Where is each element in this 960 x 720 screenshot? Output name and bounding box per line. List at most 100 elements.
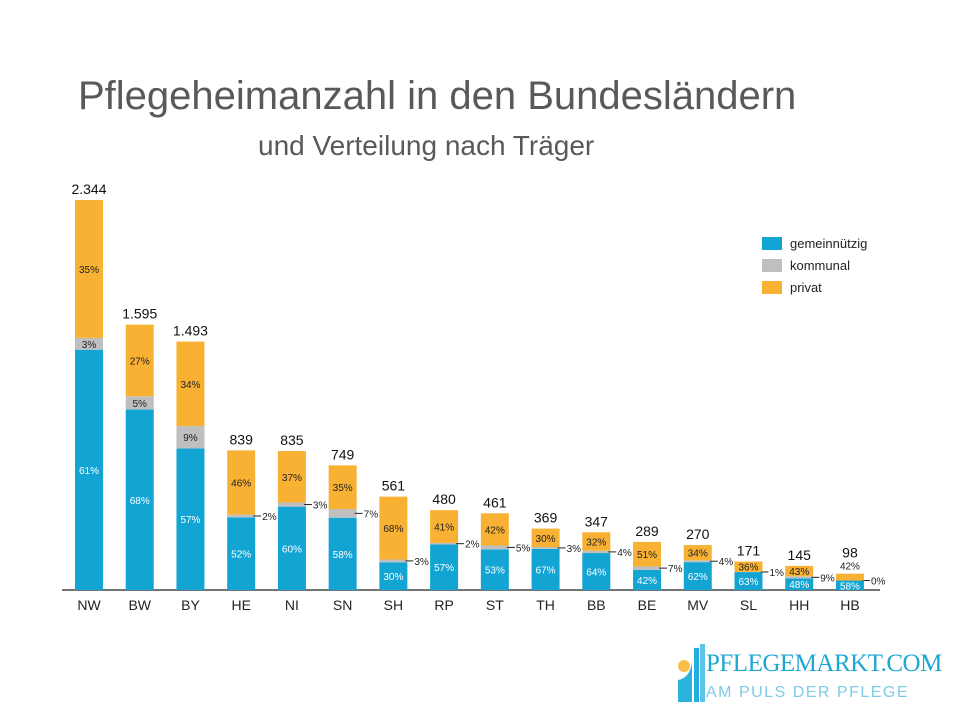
bar-segment-kommunal — [633, 566, 662, 570]
bar-segment-privat — [785, 565, 814, 577]
bar-segment-kommunal — [531, 547, 560, 549]
bar-segment-kommunal — [582, 550, 611, 554]
bar-segment-privat — [683, 545, 712, 561]
bar-segment-privat — [835, 573, 864, 581]
x-tick-label: MV — [687, 597, 709, 613]
data-label: 67% — [536, 565, 556, 576]
total-label: 270 — [686, 526, 710, 542]
bar-segment-privat — [328, 465, 357, 509]
data-label: 30% — [536, 534, 556, 545]
x-tick-label: BB — [587, 597, 606, 613]
bar-segment-kommunal — [480, 545, 509, 550]
x-tick-label: BW — [128, 597, 151, 613]
data-label: 62% — [688, 572, 708, 583]
data-label: 68% — [383, 524, 403, 535]
bar-segment-privat — [125, 324, 154, 397]
logo-name: PFLEGEMARKT.COM — [706, 650, 942, 677]
data-label: 3% — [82, 340, 97, 351]
total-label: 171 — [737, 543, 761, 559]
bar-segment-gemeinnuetzig — [785, 578, 814, 590]
data-label: 42% — [840, 562, 860, 573]
bar-segment-privat — [633, 541, 662, 567]
legend-item-kommunal: kommunal — [762, 254, 867, 276]
data-label: 57% — [180, 515, 200, 526]
data-label: 3% — [567, 544, 582, 555]
x-tick-label: ST — [486, 597, 504, 613]
data-label: 34% — [688, 549, 708, 560]
x-tick-label: SH — [384, 597, 403, 613]
bar-segment-privat — [430, 510, 459, 543]
bar-segment-gemeinnuetzig — [379, 562, 408, 590]
total-label: 2.344 — [71, 181, 106, 197]
data-label: 41% — [434, 523, 454, 534]
legend-label: gemeinnützig — [790, 235, 868, 251]
bar-segment-privat — [582, 532, 611, 551]
x-tick-label: BY — [181, 597, 200, 613]
x-tick-label: HB — [840, 597, 859, 613]
data-label: 36% — [738, 563, 758, 574]
bar-segment-gemeinnuetzig — [582, 553, 611, 590]
legend-label: privat — [790, 279, 822, 295]
x-tick-label: NI — [285, 597, 299, 613]
x-tick-label: SN — [333, 597, 352, 613]
bar-segment-kommunal — [328, 508, 357, 518]
data-label: 1% — [769, 568, 784, 579]
data-label: 60% — [282, 544, 302, 555]
data-label: 30% — [383, 572, 403, 583]
bar-segment-gemeinnuetzig — [633, 569, 662, 590]
data-label: 57% — [434, 563, 454, 574]
data-label: 53% — [485, 566, 505, 577]
bar-segment-gemeinnuetzig — [480, 549, 509, 590]
bar-segment-privat — [531, 528, 560, 548]
bar-segment-gemeinnuetzig — [835, 580, 864, 590]
total-label: 480 — [432, 491, 456, 507]
data-label: 7% — [364, 509, 379, 520]
bar-segment-kommunal — [176, 426, 205, 449]
data-label: 58% — [840, 581, 860, 592]
data-label: 63% — [738, 577, 758, 588]
bar-segment-privat — [227, 450, 256, 515]
data-label: 43% — [789, 567, 809, 578]
data-label: 51% — [637, 550, 657, 561]
data-label: 42% — [637, 576, 657, 587]
x-tick-label: HE — [231, 597, 250, 613]
bar-segment-privat — [379, 496, 408, 560]
total-label: 839 — [230, 431, 254, 447]
bar-segment-gemeinnuetzig — [328, 517, 357, 590]
x-tick-label: BE — [638, 597, 657, 613]
total-label: 145 — [788, 547, 812, 563]
x-tick-label: RP — [434, 597, 453, 613]
bar-segment-privat — [277, 451, 306, 503]
data-label: 35% — [79, 265, 99, 276]
data-label: 3% — [414, 557, 429, 568]
data-label: 27% — [130, 356, 150, 367]
data-label: 3% — [313, 501, 328, 512]
legend-label: kommunal — [790, 257, 850, 273]
total-label: 461 — [483, 494, 507, 510]
data-label: 48% — [789, 580, 809, 591]
logo-bars-icon — [678, 644, 705, 702]
legend-swatch — [762, 280, 782, 294]
data-label: 37% — [282, 473, 302, 484]
legend-swatch — [762, 258, 782, 272]
bar-segment-kommunal — [430, 542, 459, 545]
bar-segment-gemeinnuetzig — [277, 506, 306, 590]
chart-title: Pflegeheimanzahl in den Bundesländern — [78, 74, 797, 118]
legend: gemeinnützig kommunal privat — [762, 232, 867, 298]
x-tick-label: NW — [77, 597, 101, 613]
x-tick-label: HH — [789, 597, 809, 613]
bar-segment-gemeinnuetzig — [125, 409, 154, 590]
bar-segment-privat — [480, 513, 509, 546]
data-label: 34% — [180, 380, 200, 391]
legend-item-gemeinnuetzig: gemeinnützig — [762, 232, 867, 254]
data-label: 68% — [130, 496, 150, 507]
total-label: 1.493 — [173, 323, 208, 339]
total-label: 347 — [585, 513, 609, 529]
data-label: 52% — [231, 550, 251, 561]
bar-segment-gemeinnuetzig — [734, 572, 763, 590]
bar-segment-kommunal — [227, 514, 256, 518]
data-label: 9% — [183, 433, 198, 444]
chart-subtitle: und Verteilung nach Träger — [258, 130, 595, 161]
